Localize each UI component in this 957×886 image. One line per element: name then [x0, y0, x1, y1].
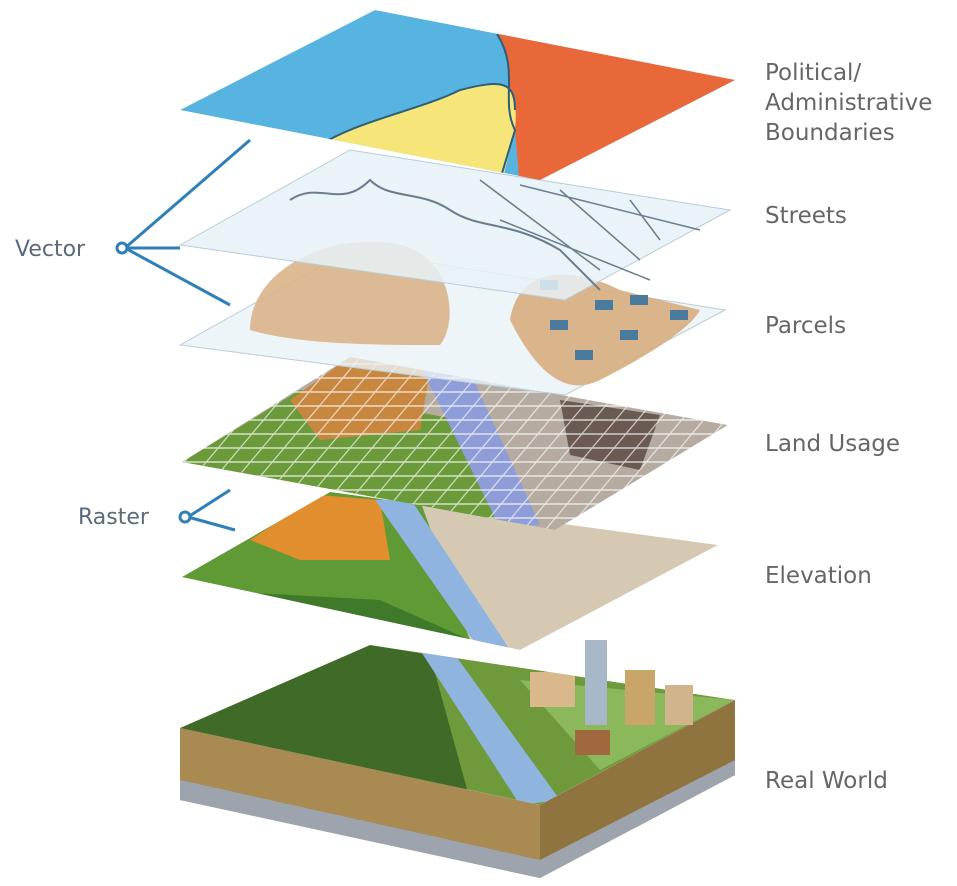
vector-connector	[115, 138, 251, 307]
layer-label: Real World	[765, 768, 888, 794]
real-world-layer	[180, 640, 735, 878]
raster-connector	[178, 488, 236, 532]
boundaries-layer	[180, 10, 735, 180]
layer-label: Boundaries	[765, 120, 895, 146]
group-label: Raster	[78, 505, 150, 530]
layer-label: Land Usage	[765, 431, 900, 457]
layer-label: Streets	[765, 203, 847, 229]
layer-label: Political/	[765, 60, 861, 86]
layer-label: Parcels	[765, 313, 846, 339]
group-label: Vector	[15, 237, 86, 262]
land-usage-layer	[182, 357, 728, 530]
layer-label: Elevation	[765, 563, 872, 589]
streets-layer	[178, 149, 732, 301]
parcels-layer	[178, 241, 727, 396]
elevation-layer	[182, 492, 718, 650]
layer-label: Administrative	[765, 90, 932, 116]
